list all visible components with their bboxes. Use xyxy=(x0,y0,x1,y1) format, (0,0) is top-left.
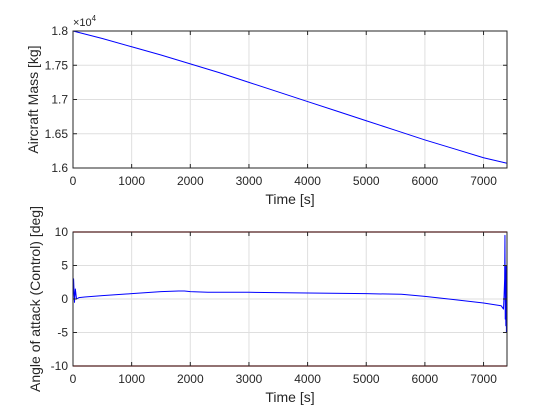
mass-y-tick-label: 1.7 xyxy=(51,93,68,107)
alpha-x-tick-label: 5000 xyxy=(353,372,380,386)
mass-tick-labels: 0 1000 2000 3000 4000 5000 6000 7000 1.6 1.65 1.7 1… xyxy=(45,24,498,188)
mass-y-tick-label: 1.65 xyxy=(45,127,69,141)
mass-y-tick-label: 1.6 xyxy=(51,161,68,175)
mass-y-tick-label: 1.75 xyxy=(45,58,69,72)
alpha-y-tick-label: 0 xyxy=(61,292,68,306)
alpha-x-tick-label: 2000 xyxy=(177,372,204,386)
alpha-x-axis-label: Time [s] xyxy=(265,389,314,405)
alpha-grid xyxy=(72,231,507,367)
mass-x-tick-label: 2000 xyxy=(177,174,204,188)
exponent-power: 4 xyxy=(92,14,97,23)
mass-data-line xyxy=(72,30,508,164)
alpha-x-tick-label: 4000 xyxy=(294,372,321,386)
alpha-x-tick-label: 6000 xyxy=(412,372,439,386)
alpha-y-axis-label: Angle of attack (Control) [deg] xyxy=(27,206,43,392)
mass-x-tick-label: 3000 xyxy=(236,174,263,188)
mass-x-tick-label: 7000 xyxy=(470,174,497,188)
alpha-axes: 0 1000 2000 3000 4000 5000 6000 7000 -10 -5 0 5 10 T… xyxy=(27,206,508,405)
alpha-y-tick-label: -5 xyxy=(57,326,68,340)
mass-x-tick-label: 6000 xyxy=(412,174,439,188)
alpha-y-tick-label: 5 xyxy=(61,259,68,273)
alpha-data-line xyxy=(72,234,508,333)
mass-y-tick-label: 1.8 xyxy=(51,24,68,38)
alpha-y-tick-label: 10 xyxy=(55,225,69,239)
mass-x-tick-label: 0 xyxy=(70,174,77,188)
exponent-base: ×10 xyxy=(73,17,92,29)
alpha-x-tick-label: 0 xyxy=(70,372,77,386)
mass-ticks xyxy=(72,30,507,169)
mass-series xyxy=(72,30,508,164)
alpha-y-tick-label: -10 xyxy=(51,359,69,373)
mass-axes: 0 1000 2000 3000 4000 5000 6000 7000 1.6 1.65 1.7 1… xyxy=(25,14,508,207)
mass-grid xyxy=(72,30,507,169)
alpha-x-tick-label: 7000 xyxy=(470,372,497,386)
mass-x-tick-label: 4000 xyxy=(294,174,321,188)
alpha-tick-labels: 0 1000 2000 3000 4000 5000 6000 7000 -10 -5 0 5 10 xyxy=(51,225,498,386)
mass-y-axis-label: Aircraft Mass [kg] xyxy=(25,45,41,153)
mass-x-tick-label: 5000 xyxy=(353,174,380,188)
alpha-x-tick-label: 3000 xyxy=(236,372,263,386)
mass-y-exponent-label: ×104 xyxy=(73,14,97,29)
alpha-ticks xyxy=(72,231,507,367)
mass-x-tick-label: 1000 xyxy=(118,174,145,188)
alpha-x-tick-label: 1000 xyxy=(118,372,145,386)
mass-x-axis-label: Time [s] xyxy=(265,191,314,207)
